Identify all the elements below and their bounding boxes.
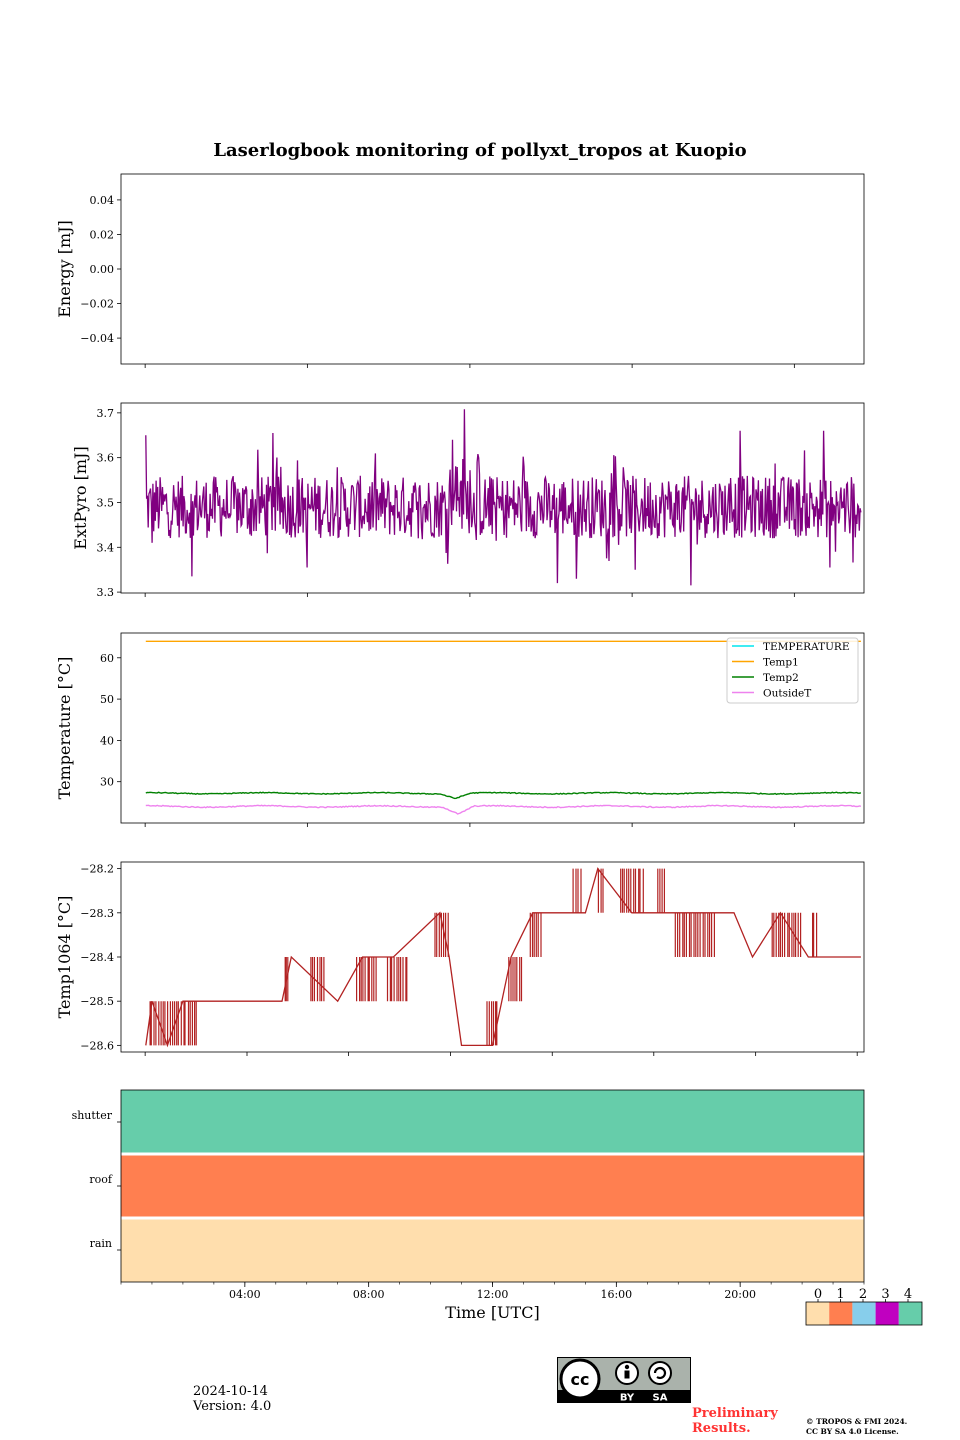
- version-label: Version: 4.0: [193, 1399, 272, 1414]
- colorbar-swatch-0: [806, 1302, 830, 1325]
- legend-label-temperature: TEMPERATURE: [763, 641, 850, 653]
- temperature-ytick-label: 30: [100, 776, 114, 789]
- panel-energy: 0.04 0.02 0.00 −0.02 −0.04 Energy [mJ]: [55, 173, 865, 368]
- energy-ytick-label: −0.04: [80, 332, 114, 345]
- status-label-rain: rain: [90, 1237, 112, 1250]
- cc-license-badge[interactable]: cc BY SA: [557, 1357, 691, 1404]
- temperature-ytick-label: 40: [100, 734, 114, 747]
- temp1064-switching-3: [356, 957, 377, 1002]
- status-xlabel: Time [UTC]: [445, 1303, 539, 1322]
- panel-extpyro: 3.3 3.4 3.5 3.6 3.7 ExtPyro [mJ]: [71, 402, 865, 599]
- temperature-series-outsidet: [145, 804, 862, 815]
- status-xtick-label: 08:00: [353, 1288, 385, 1301]
- status-xtick-label: 16:00: [600, 1288, 632, 1301]
- temp1064-switching-12: [657, 868, 665, 913]
- temp1064-switching-15: [812, 912, 818, 957]
- colorbar-swatch-4: [898, 1302, 922, 1325]
- temp1064-switching-11: [620, 868, 644, 913]
- legend-label-outsidet: OutsideT: [763, 688, 811, 700]
- extpyro-ytick-label: 3.6: [97, 452, 115, 465]
- colorbar-tick-label: 1: [836, 1287, 844, 1302]
- energy-ytick-label: 0.04: [90, 194, 115, 207]
- temperature-series-temp2: [145, 791, 862, 800]
- copyright-notice: © TROPOS & FMI 2024. CC BY SA 4.0 Licens…: [806, 1417, 907, 1437]
- extpyro-ylabel: ExtPyro [mJ]: [71, 446, 90, 549]
- temperature-ytick-label: 50: [100, 693, 114, 706]
- temp1064-ytick-label: −28.2: [80, 863, 114, 876]
- temp1064-ytick-label: −28.4: [80, 951, 114, 964]
- colorbar-swatch-3: [875, 1302, 899, 1325]
- status-label-shutter: shutter: [72, 1109, 113, 1122]
- copyright-line-2: CC BY SA 4.0 License.: [806, 1427, 899, 1436]
- copyright-line-1: © TROPOS & FMI 2024.: [806, 1417, 908, 1426]
- status-xtick-label: 04:00: [229, 1288, 261, 1301]
- temp1064-switching-2: [310, 957, 325, 1002]
- extpyro-axes-frame: [120, 402, 865, 594]
- colorbar-swatch-1: [829, 1302, 853, 1325]
- temp1064-switching-0: [149, 1001, 197, 1046]
- temp1064-switching-5: [434, 912, 449, 957]
- status-label-roof: roof: [89, 1173, 113, 1186]
- energy-ylabel: Energy [mJ]: [55, 220, 74, 318]
- extpyro-ytick-label: 3.4: [97, 541, 115, 554]
- panel-temp1064: −28.2 −28.3 −28.4 −28.5 −28.6 Temp1064 [°C]: [55, 861, 865, 1056]
- status-xtick-label: 12:00: [477, 1288, 509, 1301]
- temp1064-switching-4: [386, 957, 408, 1002]
- colorbar-tick-label: 2: [859, 1287, 867, 1302]
- date-label: 2024-10-14: [193, 1384, 268, 1399]
- energy-ytick-label: −0.02: [80, 298, 114, 311]
- status-row-rain: [121, 1218, 864, 1282]
- temp1064-switching-6: [486, 1001, 498, 1046]
- temp1064-ylabel: Temp1064 [°C]: [55, 896, 74, 1019]
- energy-axes-frame: [120, 173, 865, 365]
- temperature-axes-frame: [120, 632, 865, 824]
- colorbar-tick-label: 4: [904, 1287, 912, 1302]
- chart-title: Laserlogbook monitoring of pollyxt_tropo…: [213, 140, 747, 161]
- temp1064-switching-13: [674, 912, 715, 957]
- temperature-legend: TEMPERATURE Temp1 Temp2 OutsideT: [726, 637, 859, 704]
- temp1064-ytick-label: −28.6: [80, 1039, 114, 1052]
- sa-label: SA: [653, 1393, 668, 1404]
- legend-label-temp1: Temp1: [763, 657, 799, 669]
- cc-logo-text: cc: [571, 1370, 590, 1389]
- temp1064-switching-9: [572, 868, 582, 913]
- energy-ytick-label: 0.00: [90, 263, 115, 276]
- temp1064-series-line: [145, 867, 861, 1048]
- legend-box: [726, 637, 859, 704]
- status-xtick-label: 20:00: [724, 1288, 756, 1301]
- extpyro-ytick-label: 3.5: [97, 496, 115, 509]
- preliminary-results-label: Preliminary Results.: [692, 1406, 778, 1436]
- by-label: BY: [620, 1393, 635, 1404]
- temp1064-switching-1: [284, 957, 289, 1002]
- temp1064-switching-14: [771, 912, 802, 957]
- status-row-roof: [121, 1154, 864, 1218]
- colorbar-swatch-2: [852, 1302, 876, 1325]
- temp1064-switching-7: [508, 957, 523, 1002]
- temperature-ytick-label: 60: [100, 652, 114, 665]
- extpyro-series-line: [145, 409, 862, 586]
- temp1064-ytick-label: −28.3: [80, 907, 114, 920]
- legend-label-temp2: Temp2: [763, 672, 799, 684]
- extpyro-ytick-label: 3.7: [97, 407, 115, 420]
- colorbar-frame: [805, 1301, 923, 1326]
- colorbar-tick-label: 0: [814, 1287, 822, 1302]
- temp1064-switching-10: [597, 868, 604, 913]
- panel-status: shutter roof rain 04:00 08:00 12:00 16:00 20:00…: [72, 1089, 865, 1322]
- energy-ytick-label: 0.02: [90, 228, 115, 241]
- temp1064-ytick-label: −28.5: [80, 995, 114, 1008]
- status-row-shutter: [121, 1090, 864, 1154]
- temperature-ylabel: Temperature [°C]: [55, 657, 74, 800]
- temp1064-switching-8: [529, 912, 542, 957]
- colorbar-tick-label: 3: [881, 1287, 889, 1302]
- sa-icon: [648, 1361, 672, 1385]
- extpyro-ytick-label: 3.3: [97, 586, 115, 599]
- temp1064-axes-frame: [120, 861, 865, 1053]
- panel-temperature: 30 40 50 60 Temperature [°C] TEMPERATURE Temp1…: [55, 632, 865, 827]
